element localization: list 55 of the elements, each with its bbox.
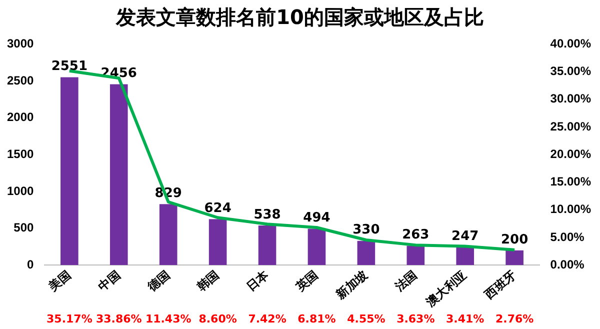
bar — [456, 246, 474, 266]
data-label: 538 — [254, 207, 281, 222]
data-label: 3.41% — [446, 312, 484, 326]
data-label: 33.86% — [96, 312, 142, 326]
y-tick-label: 1500 — [6, 146, 34, 161]
bar — [506, 250, 524, 266]
y2-tick-label: 0.00% — [550, 257, 585, 272]
data-label: 624 — [204, 201, 232, 216]
data-label: 330 — [352, 222, 380, 238]
bar — [357, 240, 376, 266]
x-tick-label: 英国 — [292, 268, 321, 295]
x-tick-label: 澳大利亚 — [422, 268, 470, 310]
data-label: 494 — [303, 210, 330, 226]
data-label: 4.55% — [347, 312, 386, 326]
y2-tick-label: 30.00% — [550, 92, 592, 106]
x-tick-label: 中国 — [96, 268, 123, 294]
data-label: 8.60% — [198, 312, 237, 326]
bar — [110, 84, 128, 266]
bar — [159, 204, 178, 266]
bar — [406, 246, 425, 266]
bar — [308, 228, 326, 266]
y-tick-label: 500 — [14, 220, 34, 235]
data-label: 6.81% — [298, 312, 336, 326]
y-tick-label: 2500 — [6, 73, 34, 88]
data-label: 2551 — [51, 59, 88, 74]
data-label: 35.17% — [46, 312, 92, 326]
x-tick-label: 日本 — [244, 267, 272, 294]
x-tick-label: 韩国 — [194, 268, 222, 295]
x-tick-label: 西班牙 — [481, 268, 519, 302]
y2-tick-label: 40.00% — [550, 36, 592, 51]
bar — [208, 219, 227, 266]
chart-title: 发表文章数排名前10的国家或地区及占比 — [114, 4, 485, 31]
x-tick-label: 新加坡 — [332, 267, 372, 302]
y-tick-label: 1000 — [6, 184, 34, 198]
bar — [60, 77, 78, 266]
y2-tick-label: 5.00% — [550, 230, 585, 244]
y2-tick-label: 10.00% — [550, 202, 592, 216]
x-tick-label: 美国 — [45, 268, 74, 295]
data-label: 11.43% — [145, 312, 192, 326]
data-label: 2.76% — [495, 312, 534, 326]
y-tick-label: 2000 — [6, 110, 34, 124]
y2-tick-label: 35.00% — [550, 64, 592, 78]
y2-tick-label: 20.00% — [550, 146, 592, 161]
y2-tick-label: 25.00% — [550, 119, 592, 134]
x-tick-label: 德国 — [144, 268, 172, 295]
bar — [258, 226, 276, 266]
data-label: 7.42% — [248, 312, 286, 326]
y-tick-label: 0 — [27, 257, 34, 272]
data-label: 200 — [501, 232, 528, 248]
data-label: 247 — [452, 228, 479, 244]
y2-tick-label: 15.00% — [550, 174, 592, 189]
data-label: 263 — [402, 228, 430, 243]
data-label: 3.63% — [396, 312, 435, 326]
x-tick-label: 法国 — [392, 268, 420, 295]
y-tick-label: 3000 — [6, 36, 34, 51]
